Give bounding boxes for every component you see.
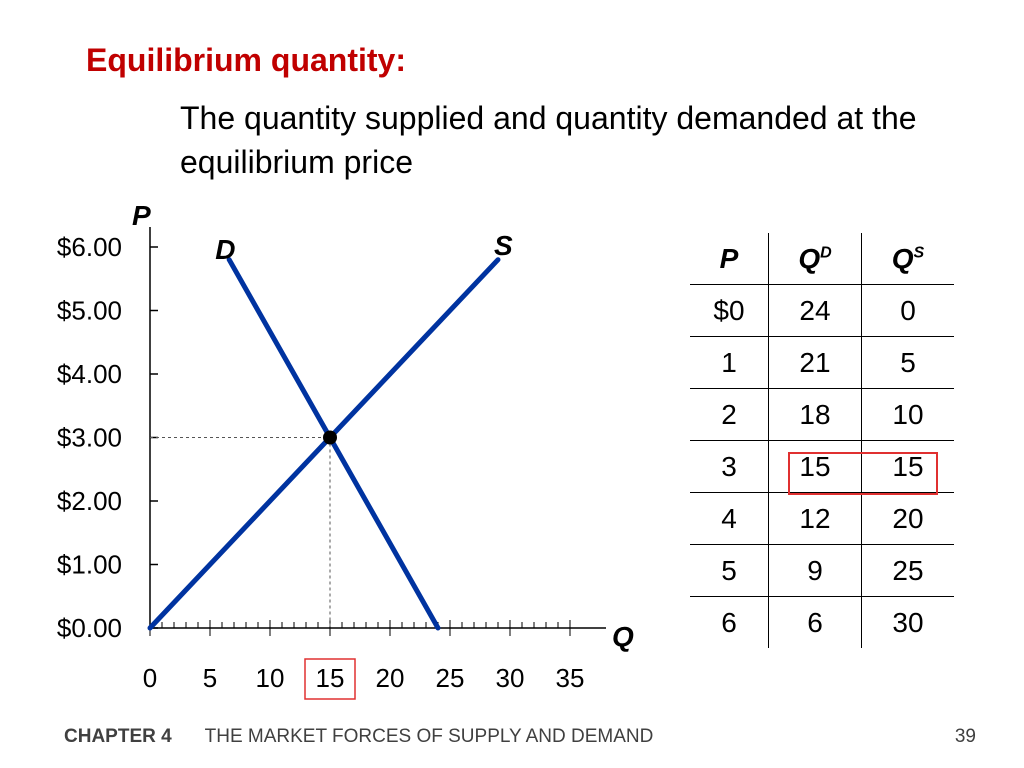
x-tick-label: 0 [143, 663, 157, 693]
y-tick-label: $5.00 [57, 296, 122, 326]
demand-label: D [215, 234, 235, 265]
table-row: 1 21 5 [690, 336, 954, 389]
cell-qd: 21 [768, 336, 862, 389]
y-tick-label: $3.00 [57, 423, 122, 453]
x-tick-label: 5 [203, 663, 217, 693]
cell-qs: 0 [861, 284, 954, 337]
x-tick-label: 20 [376, 663, 405, 693]
cell-qs: 15 [861, 440, 954, 493]
equilibrium-highlight-box [788, 452, 938, 495]
footer-chapter: CHAPTER 4 [64, 726, 172, 747]
y-tick-label: $1.00 [57, 550, 122, 580]
chart-curves [147, 257, 501, 631]
cell-qs: 10 [861, 388, 954, 441]
cell-qs: 25 [861, 544, 954, 597]
highlight-x-tick-box [304, 658, 356, 700]
chart-ticks: $0.00 $1.00 $2.00 $3.00 $4.00 $5.00 $6.00 0 5 10 1… [57, 232, 585, 700]
y-tick-label: $2.00 [57, 486, 122, 516]
table-row: 2 18 10 [690, 388, 954, 441]
x-tick-label: 35 [556, 663, 585, 693]
cell-qs: 5 [861, 336, 954, 389]
equilibrium-point [323, 430, 337, 445]
header-p: P [690, 233, 769, 285]
schedule-table: P QD QS $0 24 0 1 21 5 2 18 10 3 15 15 4 12 20 5 9 25 6 6 30 [690, 233, 954, 648]
cell-qd: 24 [768, 284, 862, 337]
slide-footer: CHAPTER 4 THE MARKET FORCES OF SUPPLY AN… [64, 726, 653, 748]
table-row: 5 9 25 [690, 544, 954, 597]
header-qs: QS [861, 233, 954, 285]
table-row: 3 15 15 [690, 440, 954, 493]
y-tick-label: $6.00 [57, 232, 122, 262]
cell-p: 4 [690, 492, 769, 545]
table-row: $0 24 0 [690, 284, 954, 337]
cell-qd: 15 [768, 440, 862, 493]
cell-p: 3 [690, 440, 769, 493]
supply-demand-chart: $0.00 $1.00 $2.00 $3.00 $4.00 $5.00 $6.00 0 5 10 1… [57, 200, 634, 700]
slide-heading: Equilibrium quantity: [86, 42, 406, 78]
cell-p: 2 [690, 388, 769, 441]
demand-curve [226, 257, 441, 631]
chart-labels: D S P Q [132, 200, 634, 652]
y-tick-label: $0.00 [57, 613, 122, 643]
cell-p: 1 [690, 336, 769, 389]
table-row: 6 6 30 [690, 596, 954, 648]
cell-qd: 18 [768, 388, 862, 441]
x-tick-label: 10 [256, 663, 285, 693]
cell-p: 6 [690, 596, 769, 648]
x-tick-label: 15 [316, 663, 345, 693]
table-row: 4 12 20 [690, 492, 954, 545]
equilibrium-guides [150, 437, 331, 628]
page-number: 39 [954, 726, 976, 747]
supply-label: S [494, 230, 513, 261]
slide-subtext: The quantity supplied and quantity deman… [180, 100, 917, 180]
footer-title: THE MARKET FORCES OF SUPPLY AND DEMAND [204, 726, 654, 747]
cell-qd: 12 [768, 492, 862, 545]
x-axis-label: Q [612, 621, 634, 652]
y-axis-label: P [132, 200, 151, 231]
cell-qd: 9 [768, 544, 862, 597]
cell-p: 5 [690, 544, 769, 597]
cell-p: $0 [690, 284, 769, 337]
y-tick-label: $4.00 [57, 359, 122, 389]
chart-axes [149, 227, 606, 629]
cell-qd: 6 [768, 596, 862, 648]
table-header-row: P QD QS [690, 233, 954, 285]
cell-qs: 30 [861, 596, 954, 648]
cell-qs: 20 [861, 492, 954, 545]
x-tick-label: 25 [436, 663, 465, 693]
supply-curve [147, 257, 501, 631]
header-qd: QD [768, 233, 862, 285]
x-tick-label: 30 [496, 663, 525, 693]
